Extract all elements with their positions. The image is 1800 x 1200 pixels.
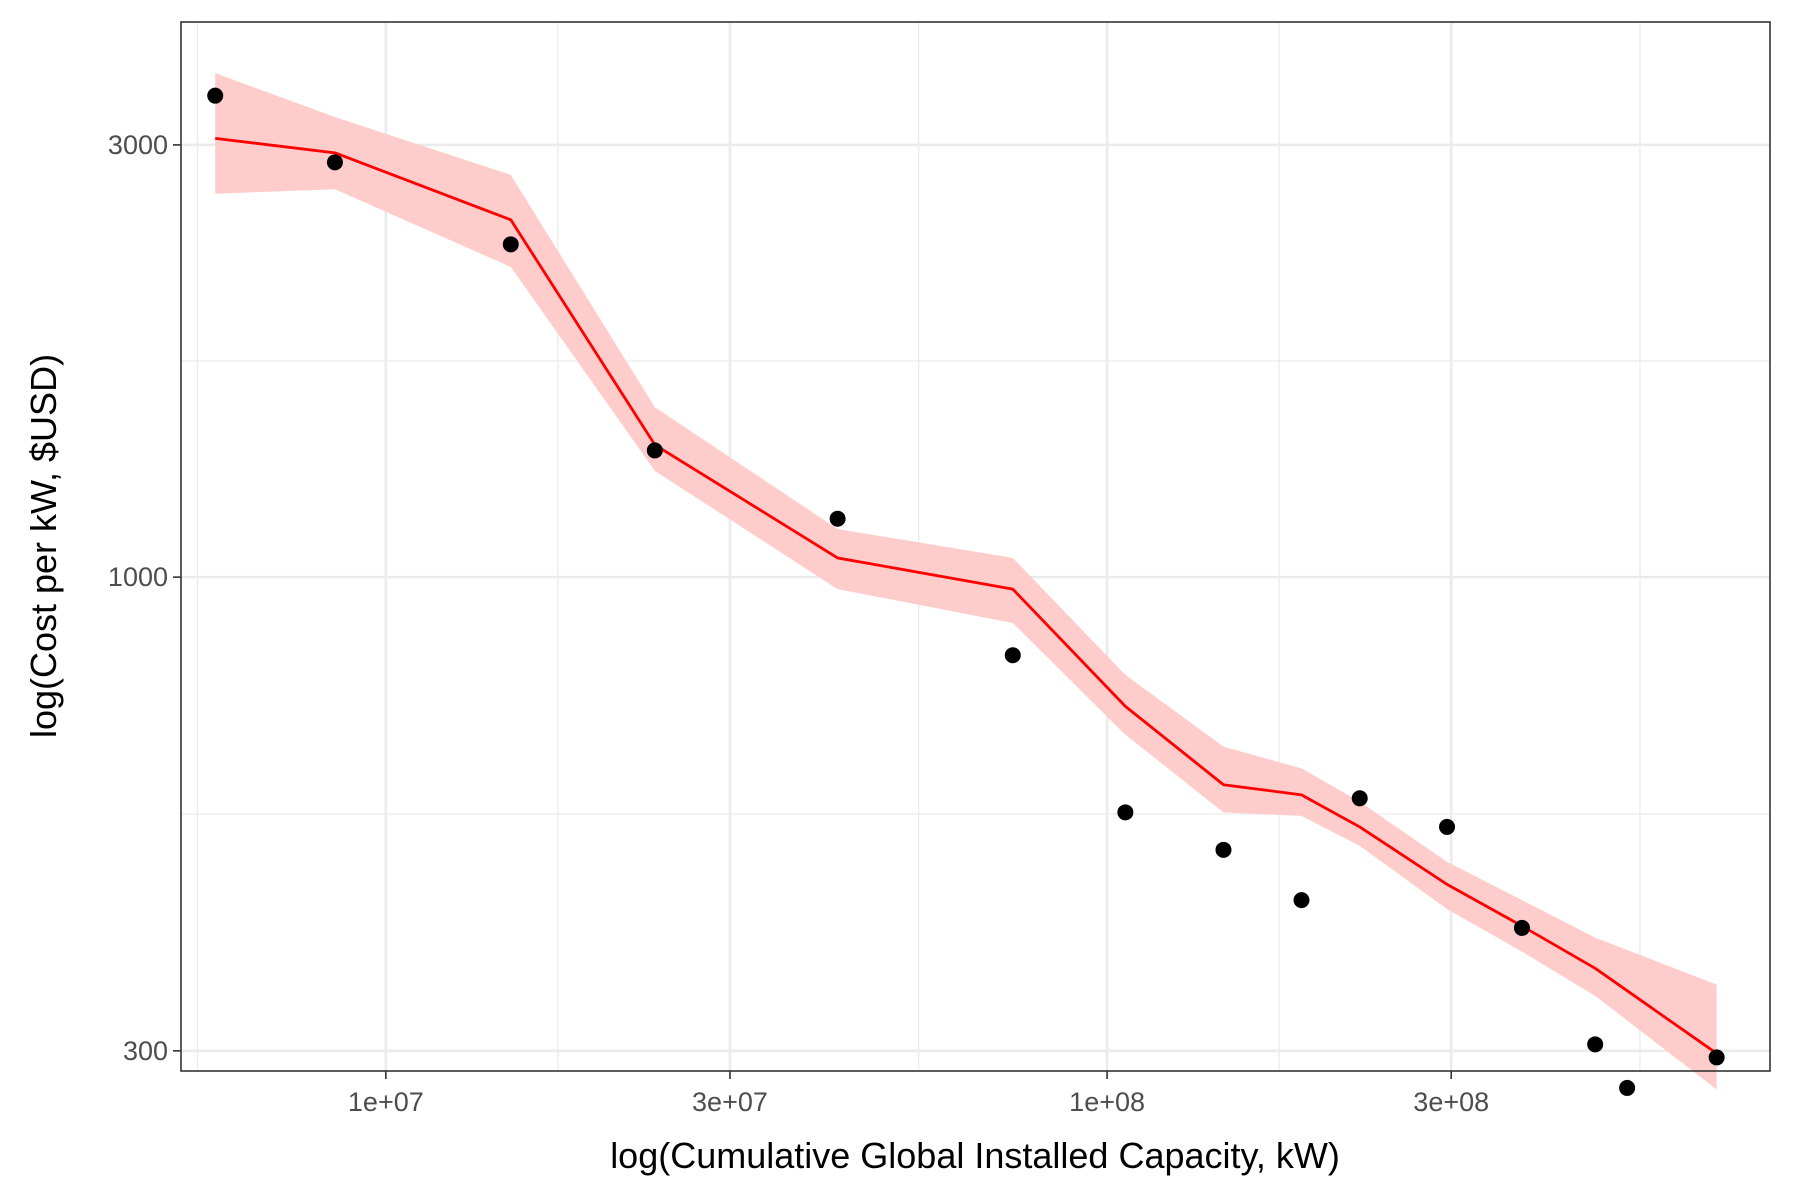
data-point [1587,1036,1604,1053]
fit-line [215,137,1718,1055]
data-point [1439,818,1456,835]
axis-ticks: 1e+07 3e+07 1e+08 3e+08 300 1000 3000 [108,130,1489,1117]
x-axis-title: log(Cumulative Global Installed Capacity… [610,1135,1340,1176]
panel-border [180,21,1771,1072]
data-point [1619,1079,1636,1096]
x-tick-label: 1e+07 [348,1087,424,1117]
x-tick-label: 1e+08 [1069,1087,1145,1117]
data-point [1004,647,1021,664]
data-point [829,510,846,527]
data-point [1117,804,1134,821]
data-point [502,236,519,253]
x-tick-label: 3e+07 [692,1087,768,1117]
data-point [1708,1049,1725,1066]
data-point [1293,892,1310,909]
data-point [1513,919,1530,936]
data-point [326,154,343,171]
fit-line-layer [215,137,1718,1055]
data-point [1351,790,1368,807]
y-tick-label: 300 [123,1036,168,1066]
data-points-layer [207,87,1725,1096]
data-point [1215,841,1232,858]
y-tick-label: 3000 [108,130,168,160]
data-point [207,87,224,104]
x-tick-label: 3e+08 [1413,1087,1489,1117]
y-tick-label: 1000 [108,562,168,592]
data-point [646,442,663,459]
y-axis-title: log(Cost per kW, $USD) [23,354,64,738]
